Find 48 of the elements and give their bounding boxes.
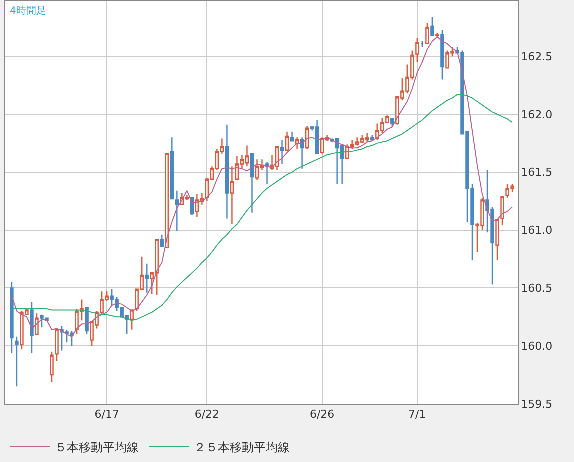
candlestick — [50, 351, 54, 383]
x-tick-label: 6/26 — [310, 408, 335, 422]
candlestick — [305, 125, 310, 150]
candlestick — [430, 16, 434, 36]
y-tick-label: 160.0 — [521, 340, 553, 353]
line-series — [12, 94, 513, 322]
candlestick — [35, 313, 39, 336]
candlestick — [295, 137, 300, 150]
candlestick — [60, 326, 64, 352]
candlestick — [165, 153, 169, 248]
y-tick-label: 161.0 — [521, 224, 553, 238]
candlestick — [15, 336, 19, 388]
candlestick — [420, 40, 424, 48]
candlestick — [285, 131, 290, 152]
candlestick — [160, 234, 164, 248]
candlestick — [230, 166, 234, 226]
candlestick — [440, 29, 444, 80]
y-tick-label: 162.5 — [521, 50, 553, 64]
candlestick — [130, 310, 134, 330]
candlestick — [500, 196, 504, 226]
candlestick — [225, 124, 230, 220]
candlestick — [250, 153, 254, 214]
candlestick — [426, 22, 430, 44]
candlestick — [265, 161, 270, 185]
candlestick — [55, 329, 59, 362]
y-tick-label: 160.5 — [521, 282, 553, 296]
text: 4時間足 — [10, 5, 46, 17]
candlestick — [390, 117, 394, 128]
line-series — [12, 36, 513, 338]
candlestick — [300, 137, 304, 170]
x-tick-label: 6/17 — [94, 408, 120, 422]
x-tick-label: 7/1 — [408, 408, 426, 422]
legend-label: ２５本移動平均線 — [194, 440, 290, 454]
candlestick — [145, 263, 149, 294]
x-tick-label: 6/22 — [194, 408, 220, 422]
candlestick — [30, 301, 34, 354]
y-tick-label: 159.5 — [521, 398, 553, 411]
legend-label: ５本移動平均線 — [55, 440, 139, 454]
candlestick — [170, 137, 174, 200]
candlestick — [175, 190, 179, 232]
y-tick-label: 162.0 — [521, 108, 553, 122]
candlestick — [10, 282, 14, 354]
candlestick — [280, 139, 284, 165]
candlestick — [436, 32, 440, 39]
candlestick — [416, 37, 420, 63]
y-tick-label: 161.5 — [521, 166, 553, 180]
candlestick — [496, 219, 500, 261]
candlestick — [290, 131, 294, 142]
